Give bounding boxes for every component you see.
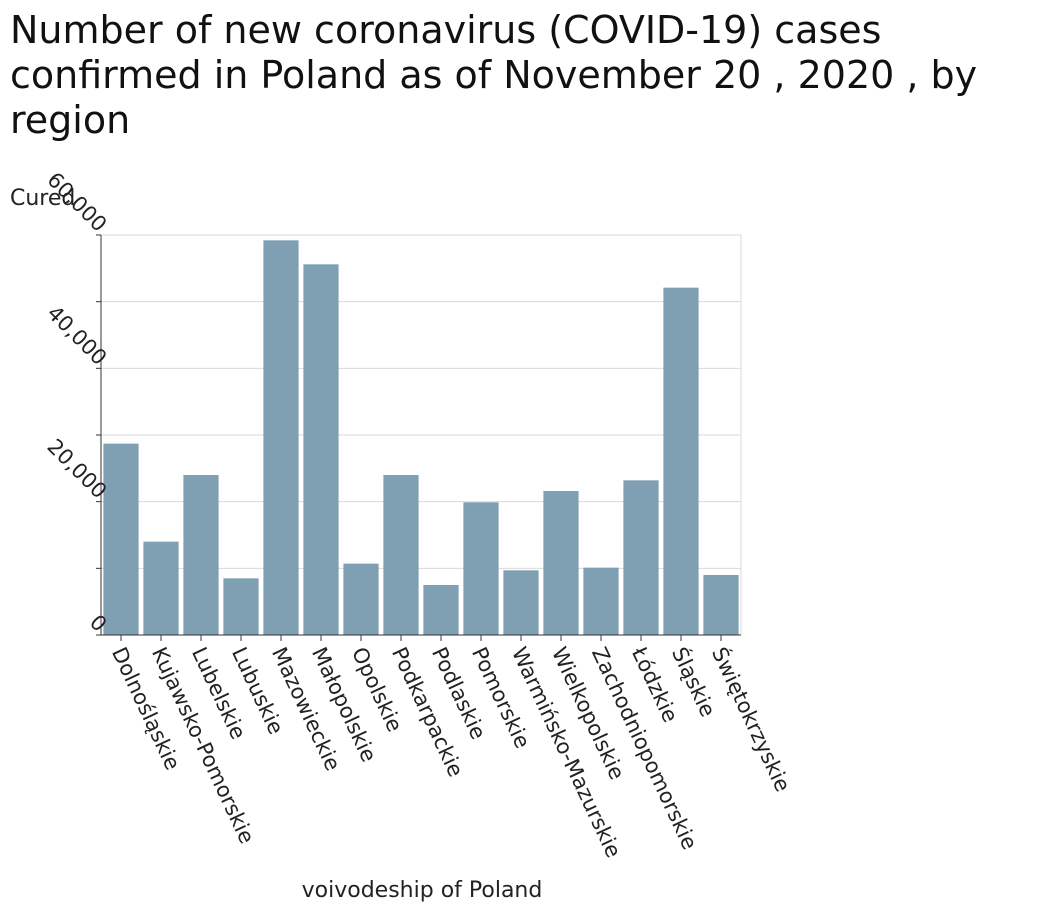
bars — [103, 240, 739, 636]
chart-title: Number of new coronavirus (COVID-19) cas… — [10, 8, 978, 142]
x-axis-title: voivodeship of Poland — [302, 878, 543, 903]
bar — [423, 585, 459, 635]
bar — [103, 443, 139, 635]
bar — [663, 287, 699, 635]
axes — [96, 234, 741, 641]
bar — [623, 480, 659, 635]
bar — [503, 570, 539, 635]
bar — [183, 475, 219, 635]
bar — [223, 578, 259, 635]
bar — [463, 502, 499, 635]
bar — [383, 475, 419, 635]
x-tick-labels: DolnośląskieKujawsko-PomorskieLubelskieL… — [107, 643, 796, 862]
bar — [543, 491, 579, 635]
bar — [583, 567, 619, 635]
bar — [143, 541, 179, 635]
bar — [263, 240, 299, 636]
y-axis-title: Cured — [10, 186, 75, 211]
x-tick-label: Świętokrzyskie — [707, 643, 796, 795]
bar — [343, 563, 379, 635]
bar — [703, 575, 739, 635]
bar — [303, 264, 339, 635]
